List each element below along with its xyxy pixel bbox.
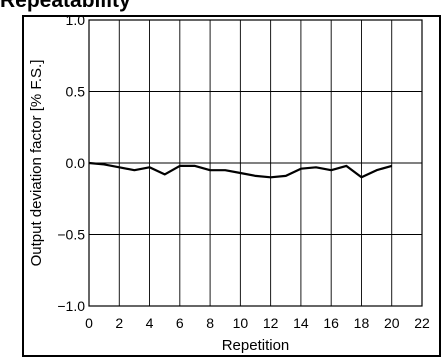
x-tick-label: 16 bbox=[323, 315, 339, 331]
y-tick-label: 1.0 bbox=[66, 12, 86, 28]
y-axis-label: Output deviation factor [% F.S.] bbox=[28, 60, 45, 267]
x-tick-label: 12 bbox=[263, 315, 279, 331]
y-tick-label: −1.0 bbox=[57, 298, 85, 314]
x-tick-label: 22 bbox=[414, 315, 430, 331]
y-tick-label: 0.0 bbox=[66, 155, 86, 171]
x-tick-label: 18 bbox=[354, 315, 370, 331]
x-tick-label: 0 bbox=[85, 315, 93, 331]
x-tick-label: 6 bbox=[176, 315, 184, 331]
x-tick-label: 20 bbox=[384, 315, 400, 331]
x-tick-label: 8 bbox=[206, 315, 214, 331]
y-tick-label: −0.5 bbox=[57, 227, 85, 243]
chart-frame bbox=[22, 15, 441, 357]
x-tick-label: 14 bbox=[293, 315, 309, 331]
x-tick-label: 10 bbox=[233, 315, 249, 331]
series-line bbox=[88, 161, 393, 179]
x-tick-label: 2 bbox=[115, 315, 123, 331]
x-axis-ticks: 0 2 4 6 8 10 12 14 16 18 20 22 bbox=[85, 315, 430, 331]
y-axis-ticks: 1.0 0.5 0.0 −0.5 −1.0 bbox=[57, 12, 85, 314]
chart-title-fragment: Repeatability bbox=[0, 0, 131, 12]
x-tick-label: 4 bbox=[146, 315, 154, 331]
x-axis-label: Repetition bbox=[222, 337, 290, 354]
chart-grid bbox=[88, 19, 423, 307]
y-tick-label: 0.5 bbox=[66, 84, 86, 100]
